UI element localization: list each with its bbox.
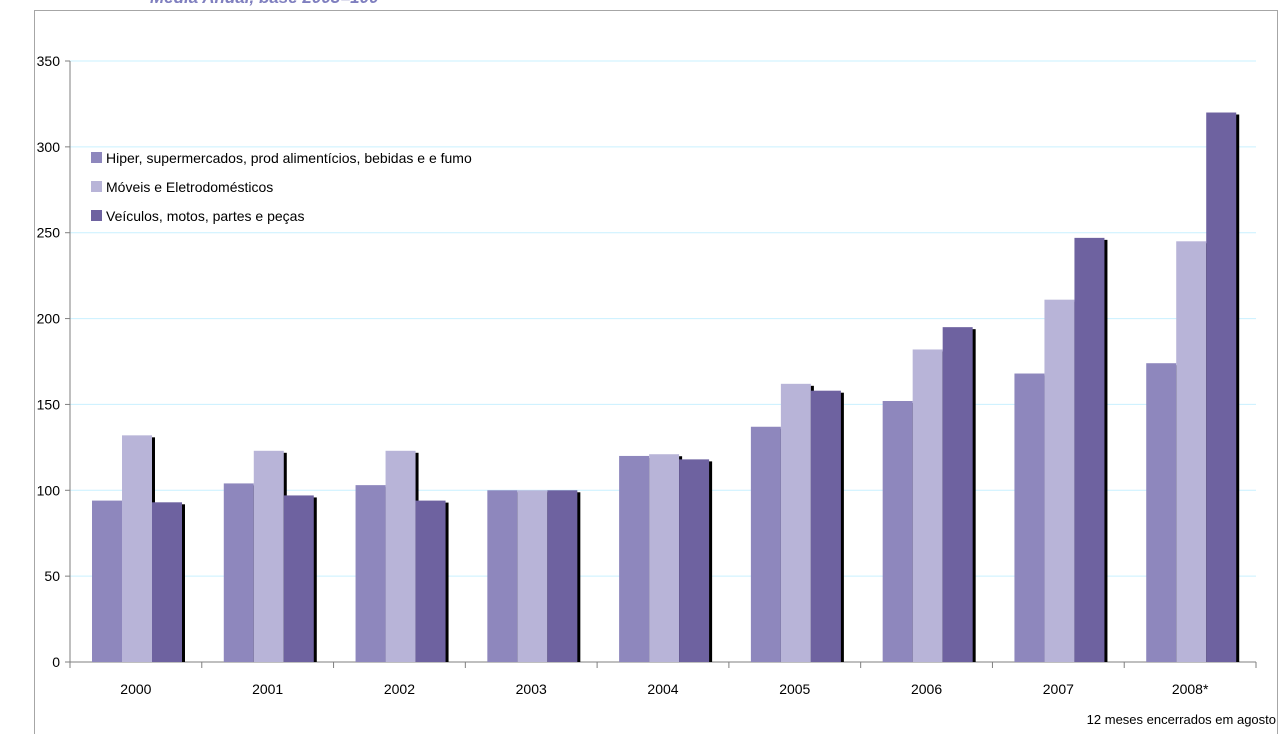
- bar-2004-series-3: [679, 459, 710, 662]
- x-tick-label: 2003: [516, 681, 547, 697]
- y-tick-label: 50: [44, 568, 60, 584]
- bar-2003-series-1: [487, 490, 518, 662]
- legend-swatch-1: [91, 152, 102, 163]
- x-tick-label: 2000: [120, 681, 151, 697]
- bar-2008*-series-1: [1146, 363, 1177, 662]
- bar-2005-series-2: [780, 383, 811, 662]
- bar-2001-series-3: [283, 495, 314, 662]
- bar-2007-series-1: [1014, 373, 1045, 662]
- bar-2001-series-2: [253, 450, 284, 662]
- bar-2002-series-1: [355, 485, 386, 662]
- bar-2007-series-3: [1074, 237, 1105, 662]
- bar-2004-series-2: [649, 454, 680, 662]
- bar-2001-series-1: [223, 483, 254, 662]
- legend-label-3: Veículos, motos, partes e peças: [106, 208, 304, 224]
- bar-2002-series-2: [385, 450, 416, 662]
- bar-2003-series-2: [517, 490, 548, 662]
- y-tick-label: 200: [37, 311, 61, 327]
- x-tick-label: 2005: [779, 681, 810, 697]
- legend-swatch-2: [91, 181, 102, 192]
- x-tick-label: 2008*: [1172, 681, 1209, 697]
- y-tick-label: 350: [37, 53, 61, 69]
- x-tick-label: 2002: [384, 681, 415, 697]
- bar-2000-series-3: [152, 502, 182, 662]
- bar-2005-series-3: [810, 390, 841, 662]
- bar-2004-series-1: [619, 455, 650, 662]
- x-tick-label: 2007: [1043, 681, 1074, 697]
- bar-2000-series-1: [92, 500, 122, 662]
- bar-2003-series-3: [547, 490, 578, 662]
- bar-2002-series-3: [415, 500, 446, 662]
- bar-2006-series-2: [912, 349, 943, 662]
- x-tick-label: 2004: [647, 681, 678, 697]
- chart-frame: [34, 10, 1278, 734]
- bar-2006-series-1: [882, 400, 913, 662]
- legend-swatch-3: [91, 210, 102, 221]
- y-tick-label: 250: [37, 225, 61, 241]
- bar-2000-series-2: [122, 435, 152, 662]
- bar-2008*-series-2: [1176, 241, 1207, 663]
- bar-2008*-series-3: [1206, 112, 1237, 662]
- x-tick-label: 2001: [252, 681, 283, 697]
- legend-label-2: Móveis e Eletrodomésticos: [106, 179, 273, 195]
- x-tick-label: 2006: [911, 681, 942, 697]
- chart-title: Média Anual, base 2003=100: [150, 0, 379, 8]
- y-tick-label: 150: [37, 396, 61, 412]
- y-tick-label: 100: [37, 482, 61, 498]
- bar-2007-series-2: [1044, 299, 1075, 662]
- bar-2006-series-3: [942, 327, 973, 662]
- legend-label-1: Hiper, supermercados, prod alimentícios,…: [106, 150, 472, 166]
- bar-2005-series-1: [750, 426, 781, 662]
- y-tick-label: 300: [37, 139, 61, 155]
- y-tick-label: 0: [52, 654, 60, 670]
- chart-note: 12 meses encerrados em agosto: [1087, 712, 1276, 727]
